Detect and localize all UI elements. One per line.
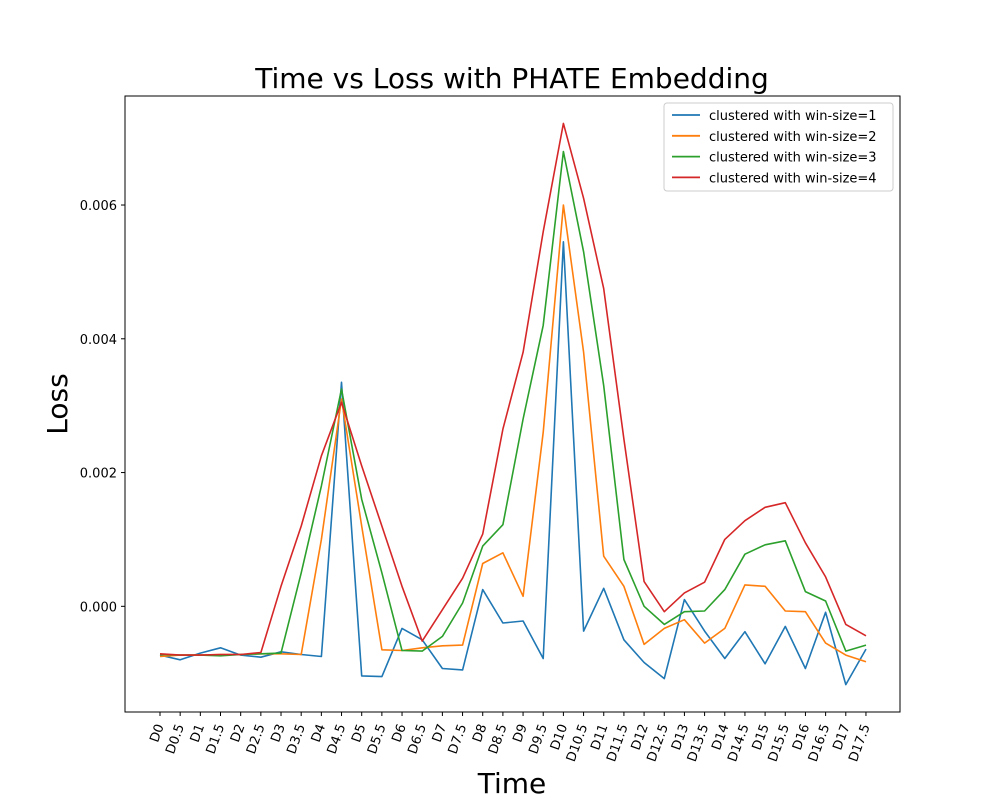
chart-title: Time vs Loss with PHATE Embedding [254,62,769,95]
x-tick-label: D2 [228,722,248,744]
plot-frame [124,95,901,713]
x-axis-label: Time [477,767,547,800]
series-line-win-size-3 [159,150,867,657]
legend-label: clustered with win-size=1 [709,109,877,124]
x-tick-label: D1 [188,722,208,744]
legend-item: clustered with win-size=1 [672,109,877,124]
legend-item: clustered with win-size=3 [672,151,877,166]
y-axis: 0.000 0.002 0.004 0.006 [80,199,125,615]
x-tick-label: D3 [268,722,288,744]
legend-label: clustered with win-size=2 [709,130,877,145]
x-tick-label: D8 [470,722,490,744]
legend: clustered with win-size=1 clustered with … [663,102,894,192]
x-tick-label: D6 [389,722,409,744]
x-tick-label: D0 [147,722,167,744]
x-tick-label: D5 [349,722,369,744]
y-tick-label: 0.004 [80,333,117,348]
series-layer [159,122,867,686]
x-tick-label: D9 [510,722,530,744]
x-tick-label: D4 [309,722,329,744]
x-tick-label: D7 [430,722,450,744]
y-tick-label: 0.006 [80,199,117,214]
y-tick-label: 0.000 [80,600,117,615]
legend-box [663,102,894,192]
series-line-win-size-4 [159,122,867,656]
legend-item: clustered with win-size=2 [672,130,877,145]
y-tick-label: 0.002 [80,467,117,482]
legend-label: clustered with win-size=3 [709,151,877,166]
legend-item: clustered with win-size=4 [672,171,877,186]
y-axis-label: Loss [41,373,74,434]
legend-label: clustered with win-size=4 [709,171,877,186]
